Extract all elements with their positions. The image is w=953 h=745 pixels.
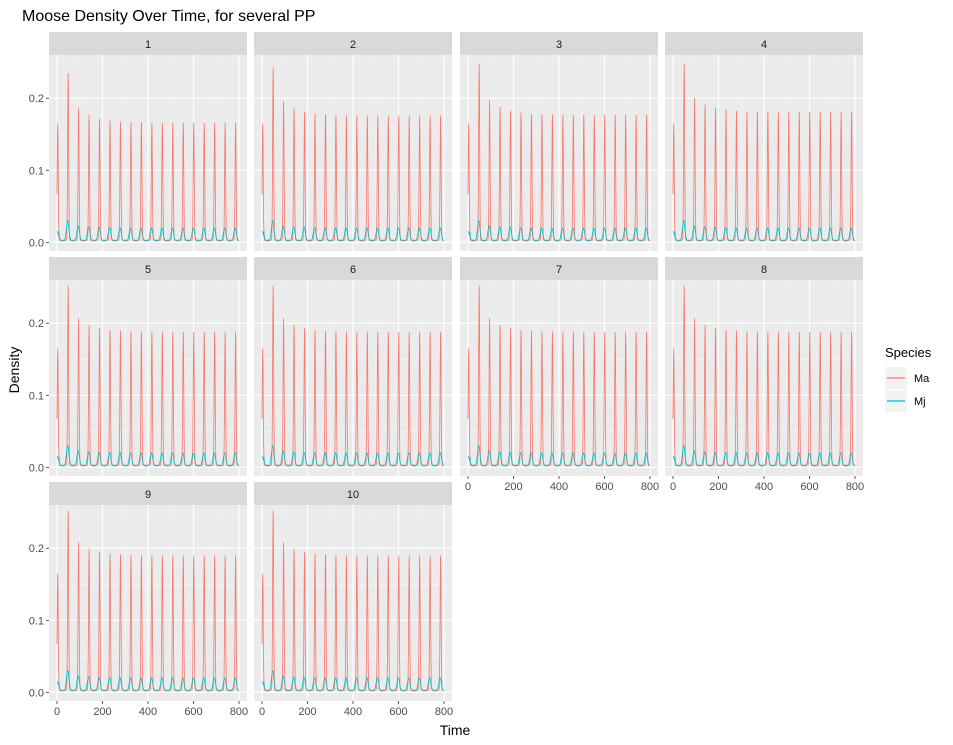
facet-panel-5: 5 0.0 0.1 0.2 [29,257,247,476]
legend-label: Ma [914,373,930,385]
facet-strip-label: 7 [556,264,562,276]
x-tick-label: 400 [550,481,568,493]
y-tick-label: 0.0 [29,687,44,699]
facet-panel-8: 8 0 200 400 600 800 [665,257,864,493]
series-line-Mj [261,220,445,242]
x-tick-label: 0 [259,706,265,718]
series-line-Mj [467,445,651,467]
legend-entry-Ma: Ma [885,367,930,389]
series-line-Mj [672,220,856,242]
x-tick-label: 800 [641,481,659,493]
series-line-Mj [261,670,445,692]
facet-strip [254,482,452,505]
y-tick-label: 0.0 [29,237,44,249]
x-tick-label: 400 [344,706,362,718]
legend-title: Species [885,345,932,360]
facet-strip [460,32,658,55]
y-tick-label: 0.0 [29,462,44,474]
x-tick-label: 400 [139,706,157,718]
x-tick-label: 200 [709,481,727,493]
legend-entry-Mj: Mj [885,390,926,412]
x-tick-label: 800 [230,706,248,718]
facet-strip-label: 5 [145,264,151,276]
x-tick-label: 800 [435,706,453,718]
series-line-Mj [261,445,445,467]
y-tick-label: 0.2 [29,543,44,555]
facet-panel-9: 9 0.0 0.1 0.2 0 200 400 600 800 [29,482,248,718]
facet-strip [665,32,863,55]
facet-strip [49,482,247,505]
facet-panels: 10.00.10.22 3 450.00.10.26 70 200 400 600 80080… [29,32,864,718]
x-axis-title: Time [440,722,471,738]
x-tick-label: 600 [800,481,818,493]
facet-strip-label: 2 [350,39,356,51]
x-tick-label: 600 [389,706,407,718]
facet-strip-label: 8 [761,264,767,276]
facet-strip [665,257,863,280]
x-tick-label: 200 [298,706,316,718]
facet-strip-label: 6 [350,264,356,276]
facet-strip-label: 3 [556,39,562,51]
series-line-Mj [467,220,651,242]
facet-strip-label: 1 [145,39,151,51]
series-line-Mj [672,445,856,467]
facet-strip [49,257,247,280]
facet-strip-label: 9 [145,489,151,501]
x-tick-label: 600 [184,706,202,718]
facet-panel-3: 3 [460,32,658,251]
facet-panel-1: 1 0.0 0.1 0.2 [29,32,247,251]
y-tick-label: 0.1 [29,615,44,627]
facet-panel-6: 6 [254,257,452,476]
x-tick-label: 400 [755,481,773,493]
y-tick-label: 0.1 [29,165,44,177]
series-line-Mj [56,445,240,467]
facet-strip [460,257,658,280]
x-tick-label: 0 [465,481,471,493]
chart-title: Moose Density Over Time, for several PP [22,8,315,25]
x-tick-label: 800 [846,481,864,493]
x-tick-label: 200 [93,706,111,718]
legend: Species Ma Mj [885,345,932,412]
x-tick-label: 0 [54,706,60,718]
facet-strip-label: 10 [347,489,359,501]
facet-strip [254,257,452,280]
x-tick-label: 600 [595,481,613,493]
facet-strip-label: 4 [761,39,767,51]
y-tick-label: 0.2 [29,318,44,330]
y-tick-label: 0.2 [29,93,44,105]
facet-panel-2: 2 [254,32,452,251]
series-line-Mj [56,670,240,692]
facet-strip [49,32,247,55]
legend-label: Mj [914,396,926,408]
facet-panel-7: 7 0 200 400 600 800 [460,257,659,493]
facet-panel-10: 10 0 200 400 600 800 [254,482,453,718]
facet-panel-4: 4 [665,32,863,251]
y-tick-label: 0.1 [29,390,44,402]
y-axis-title: Density [6,347,22,394]
x-tick-label: 0 [670,481,676,493]
facet-strip [254,32,452,55]
x-tick-label: 200 [504,481,522,493]
series-line-Mj [56,220,240,242]
